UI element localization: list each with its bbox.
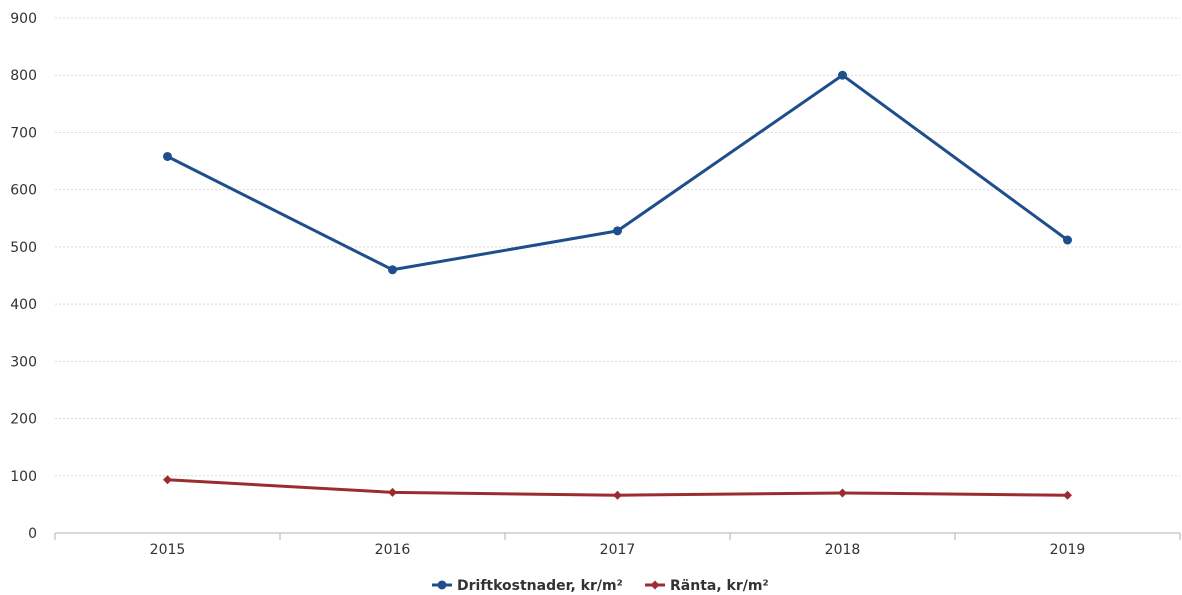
- data-point: [1063, 490, 1072, 500]
- legend-marker: [437, 580, 447, 590]
- y-tick-label: 0: [28, 526, 37, 542]
- x-tick-label: 2017: [600, 542, 636, 558]
- legend: Driftkostnader, kr/m² Ränta, kr/m²: [432, 578, 769, 594]
- y-tick-label: 700: [10, 125, 37, 141]
- data-point: [613, 490, 622, 500]
- data-point: [388, 265, 397, 275]
- data-point: [163, 151, 172, 161]
- legend-item: Ränta, kr/m²: [645, 578, 769, 594]
- y-tick-label: 600: [10, 183, 37, 199]
- series-1: [163, 475, 1072, 500]
- y-tick-label: 100: [10, 469, 37, 485]
- y-tick-label: 200: [10, 412, 37, 428]
- data-point: [838, 488, 847, 498]
- data-point: [388, 487, 397, 497]
- legend-label: Ränta, kr/m²: [670, 578, 769, 594]
- gridlines: [55, 17, 1180, 477]
- y-axis-ticks: 0 100 200 300 400 500 600 700 800 900: [10, 11, 37, 542]
- y-tick-label: 800: [10, 68, 37, 84]
- axes: [54, 532, 1181, 540]
- legend-marker: [650, 580, 660, 590]
- series: [163, 70, 1072, 500]
- data-point: [613, 226, 622, 236]
- data-point: [1063, 235, 1072, 245]
- y-tick-label: 500: [10, 240, 37, 256]
- x-tick-label: 2018: [825, 542, 861, 558]
- y-tick-label: 300: [10, 354, 37, 370]
- x-tick-label: 2019: [1050, 542, 1086, 558]
- series-0: [163, 70, 1072, 275]
- y-tick-label: 400: [10, 297, 37, 313]
- legend-item: Driftkostnader, kr/m²: [432, 578, 623, 594]
- series-line: [166, 73, 1069, 272]
- legend-label: Driftkostnader, kr/m²: [457, 578, 623, 594]
- x-tick-label: 2016: [375, 542, 411, 558]
- data-point: [838, 70, 847, 80]
- x-axis-ticks: 2015 2016 2017 2018 2019: [150, 542, 1086, 558]
- data-point: [163, 475, 172, 485]
- y-tick-label: 900: [10, 11, 37, 27]
- x-tick-label: 2015: [150, 542, 186, 558]
